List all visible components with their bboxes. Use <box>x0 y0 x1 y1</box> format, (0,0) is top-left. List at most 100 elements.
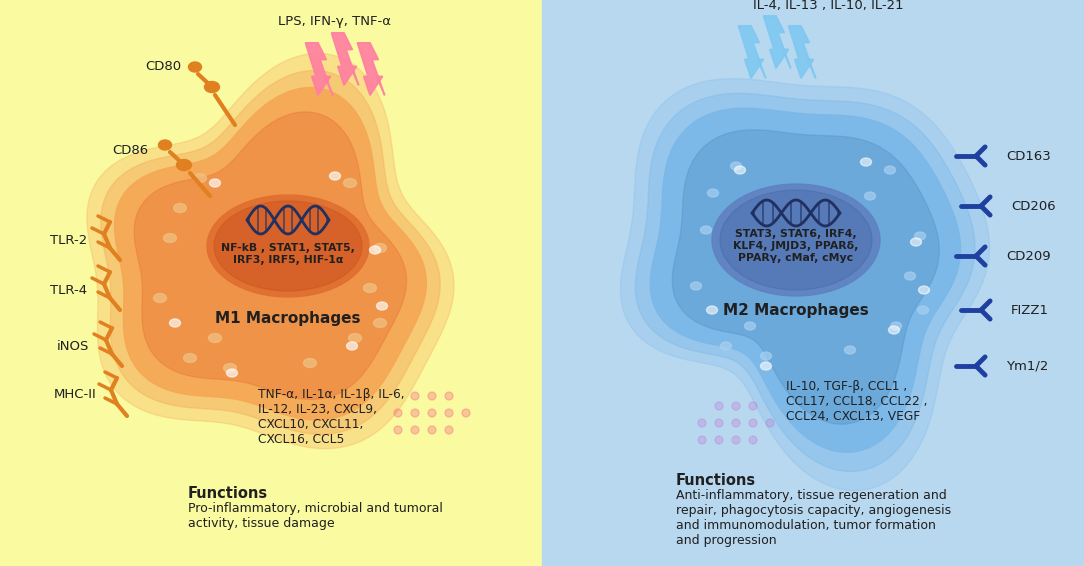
Ellipse shape <box>749 436 757 444</box>
Polygon shape <box>358 43 385 95</box>
Polygon shape <box>115 88 426 420</box>
Bar <box>0 0 542 566</box>
Polygon shape <box>306 43 333 95</box>
Ellipse shape <box>708 189 719 197</box>
Ellipse shape <box>393 426 402 434</box>
Polygon shape <box>101 70 440 434</box>
Text: Ym1/2: Ym1/2 <box>1006 359 1048 372</box>
Text: Anti-inflammatory, tissue regeneration and
repair, phagocytosis capacity, angiog: Anti-inflammatory, tissue regeneration a… <box>676 489 951 547</box>
Text: Functions: Functions <box>676 473 757 488</box>
Ellipse shape <box>861 158 872 166</box>
Text: M1 Macrophages: M1 Macrophages <box>216 311 361 325</box>
Ellipse shape <box>735 166 746 174</box>
Ellipse shape <box>462 409 470 417</box>
Ellipse shape <box>732 402 740 410</box>
Ellipse shape <box>698 419 706 427</box>
Ellipse shape <box>208 333 221 342</box>
Ellipse shape <box>374 319 387 328</box>
Polygon shape <box>672 130 939 424</box>
Text: CD209: CD209 <box>1006 250 1050 263</box>
Ellipse shape <box>169 319 181 327</box>
Polygon shape <box>738 26 765 78</box>
Ellipse shape <box>164 234 177 242</box>
Ellipse shape <box>189 62 202 72</box>
Text: LPS, IFN-γ, TNF-α: LPS, IFN-γ, TNF-α <box>279 15 391 28</box>
Text: CD163: CD163 <box>1006 149 1050 162</box>
Ellipse shape <box>304 358 317 367</box>
Ellipse shape <box>720 190 872 290</box>
Ellipse shape <box>347 342 358 350</box>
Ellipse shape <box>177 160 192 170</box>
Ellipse shape <box>885 166 895 174</box>
Ellipse shape <box>376 302 387 310</box>
Polygon shape <box>134 112 406 400</box>
Ellipse shape <box>363 284 376 293</box>
Ellipse shape <box>158 140 171 150</box>
Ellipse shape <box>749 419 757 427</box>
Polygon shape <box>650 108 960 452</box>
Ellipse shape <box>761 352 772 360</box>
Ellipse shape <box>691 282 701 290</box>
Text: Functions: Functions <box>188 486 268 501</box>
Ellipse shape <box>761 362 772 370</box>
Ellipse shape <box>374 243 387 252</box>
Ellipse shape <box>154 294 167 302</box>
Bar <box>542 0 1084 566</box>
Polygon shape <box>332 33 359 85</box>
Ellipse shape <box>344 178 357 187</box>
Polygon shape <box>788 26 815 78</box>
Polygon shape <box>635 93 975 471</box>
Ellipse shape <box>904 272 916 280</box>
Ellipse shape <box>323 204 336 212</box>
Ellipse shape <box>330 172 340 180</box>
Ellipse shape <box>446 426 453 434</box>
Ellipse shape <box>915 232 926 240</box>
Text: IL-10, TGF-β, CCL1 ,
CCL17, CCL18, CCL22 ,
CCL24, CXCL13, VEGF: IL-10, TGF-β, CCL1 , CCL17, CCL18, CCL22… <box>786 380 928 423</box>
Ellipse shape <box>411 392 420 400</box>
Text: IL-4, IL-13 , IL-10, IL-21: IL-4, IL-13 , IL-10, IL-21 <box>752 0 903 12</box>
Ellipse shape <box>411 426 420 434</box>
Text: TLR-4: TLR-4 <box>50 284 87 297</box>
Ellipse shape <box>844 346 855 354</box>
Ellipse shape <box>173 204 186 212</box>
Ellipse shape <box>917 306 929 314</box>
Ellipse shape <box>428 392 436 400</box>
Ellipse shape <box>745 322 756 330</box>
Ellipse shape <box>411 409 420 417</box>
Text: TNF-α, IL-1α, IL-1β, IL-6,
IL-12, IL-23, CXCL9,
CXCL10, CXCL11,
CXCL16, CCL5: TNF-α, IL-1α, IL-1β, IL-6, IL-12, IL-23,… <box>258 388 404 446</box>
Ellipse shape <box>370 246 380 254</box>
Ellipse shape <box>707 306 718 314</box>
Ellipse shape <box>698 436 706 444</box>
Polygon shape <box>87 53 454 449</box>
Ellipse shape <box>348 333 361 342</box>
Text: Pro-inflammatory, microbial and tumoral
activity, tissue damage: Pro-inflammatory, microbial and tumoral … <box>188 502 443 530</box>
Ellipse shape <box>205 82 219 92</box>
Text: M2 Macrophages: M2 Macrophages <box>723 302 869 318</box>
Ellipse shape <box>393 409 402 417</box>
Text: NF-kB , STAT1, STAT5,
IRF3, IRF5, HIF-1α: NF-kB , STAT1, STAT5, IRF3, IRF5, HIF-1α <box>221 243 354 265</box>
Ellipse shape <box>209 179 220 187</box>
Ellipse shape <box>889 326 900 334</box>
Ellipse shape <box>207 195 369 297</box>
Polygon shape <box>620 79 990 491</box>
Ellipse shape <box>732 419 740 427</box>
Text: iNOS: iNOS <box>57 340 89 353</box>
Ellipse shape <box>865 192 876 200</box>
Text: CD86: CD86 <box>112 144 149 157</box>
Ellipse shape <box>749 402 757 410</box>
Ellipse shape <box>715 419 723 427</box>
Ellipse shape <box>446 409 453 417</box>
Ellipse shape <box>911 238 921 246</box>
Ellipse shape <box>223 363 236 372</box>
Polygon shape <box>763 16 790 68</box>
Ellipse shape <box>446 392 453 400</box>
Text: MHC-II: MHC-II <box>54 388 96 401</box>
Text: CD206: CD206 <box>1011 199 1056 212</box>
Text: TLR-2: TLR-2 <box>50 234 87 247</box>
Ellipse shape <box>428 426 436 434</box>
Ellipse shape <box>194 174 206 182</box>
Ellipse shape <box>890 322 902 330</box>
Ellipse shape <box>700 226 711 234</box>
Ellipse shape <box>732 436 740 444</box>
Text: FIZZ1: FIZZ1 <box>1011 303 1049 316</box>
